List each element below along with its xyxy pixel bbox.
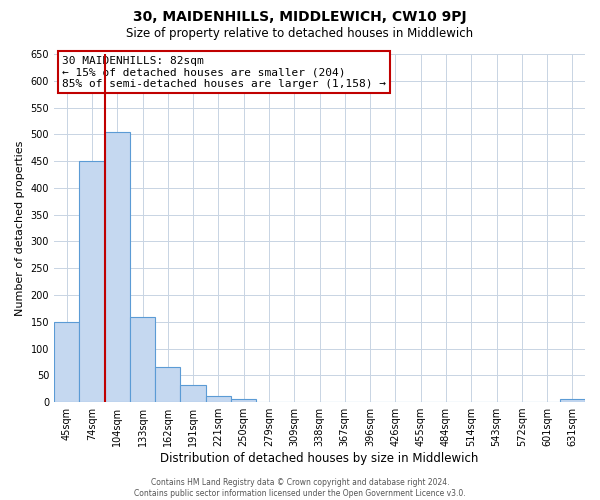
Bar xyxy=(560,400,585,402)
Bar xyxy=(155,368,181,402)
Bar xyxy=(181,385,206,402)
Bar xyxy=(79,161,104,402)
Bar xyxy=(54,322,79,402)
Text: Contains HM Land Registry data © Crown copyright and database right 2024.
Contai: Contains HM Land Registry data © Crown c… xyxy=(134,478,466,498)
Bar xyxy=(231,400,256,402)
X-axis label: Distribution of detached houses by size in Middlewich: Distribution of detached houses by size … xyxy=(160,452,479,465)
Bar xyxy=(130,318,155,402)
Text: 30, MAIDENHILLS, MIDDLEWICH, CW10 9PJ: 30, MAIDENHILLS, MIDDLEWICH, CW10 9PJ xyxy=(133,10,467,24)
Text: 30 MAIDENHILLS: 82sqm
← 15% of detached houses are smaller (204)
85% of semi-det: 30 MAIDENHILLS: 82sqm ← 15% of detached … xyxy=(62,56,386,89)
Bar xyxy=(104,132,130,402)
Y-axis label: Number of detached properties: Number of detached properties xyxy=(15,140,25,316)
Bar xyxy=(206,396,231,402)
Text: Size of property relative to detached houses in Middlewich: Size of property relative to detached ho… xyxy=(127,28,473,40)
